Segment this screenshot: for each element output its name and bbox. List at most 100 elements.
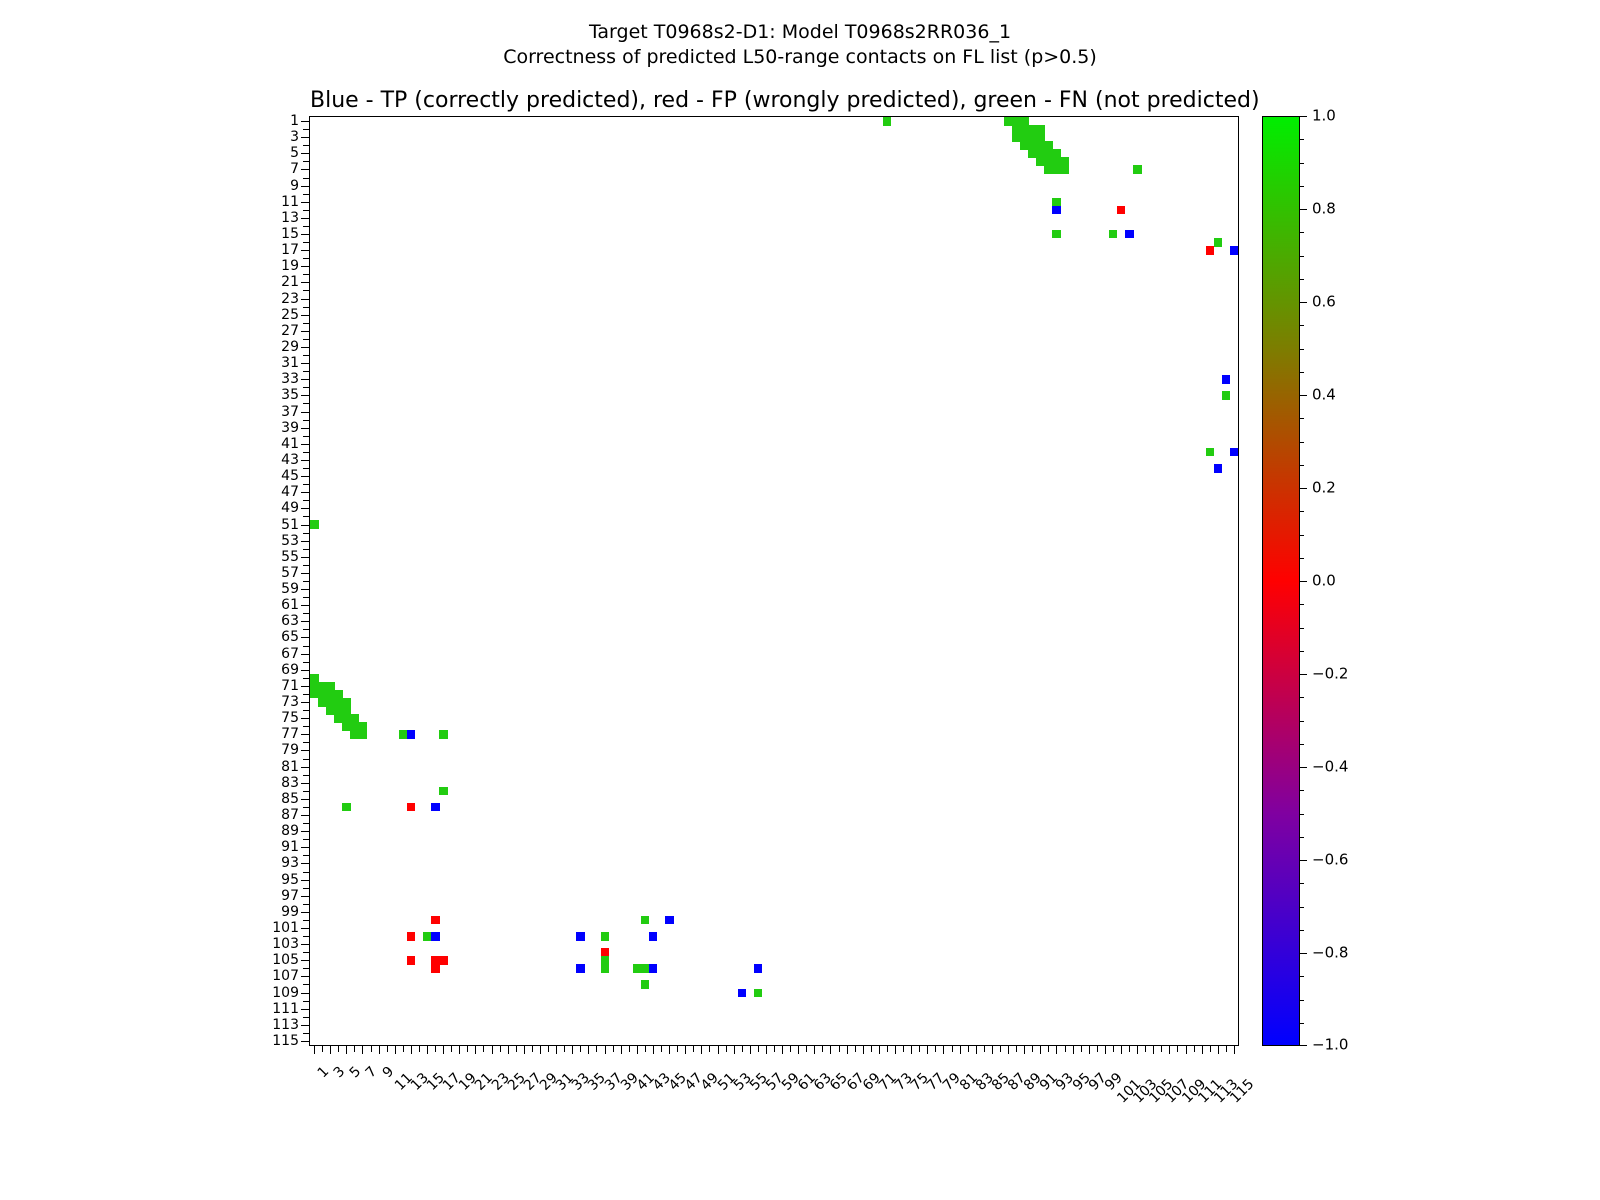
- contact-cell: [350, 730, 359, 739]
- x-axis-tick: [1161, 1045, 1163, 1052]
- y-axis-tick: [301, 346, 310, 348]
- y-axis-tick: [301, 734, 310, 736]
- colorbar-minor-tick: [1300, 534, 1304, 536]
- y-axis-label: 47: [281, 484, 299, 501]
- y-axis-label: 103: [272, 936, 299, 953]
- y-axis-label: 71: [281, 677, 299, 694]
- y-axis-tick: [301, 234, 310, 235]
- contact-cell: [1036, 125, 1045, 134]
- contact-cell: [422, 932, 432, 941]
- x-axis-tick: [435, 1045, 437, 1052]
- contact-cell: [753, 964, 763, 973]
- y-axis-tick: [301, 895, 310, 897]
- x-axis-tick: [1016, 1045, 1018, 1052]
- y-axis-label: 109: [272, 984, 299, 1001]
- chart-title-line-2: Correctness of predicted L50-range conta…: [503, 46, 1097, 68]
- colorbar-minor-tick: [1300, 395, 1304, 396]
- contact-cell: [334, 689, 343, 699]
- contact-cell: [310, 520, 319, 529]
- y-axis-label: 111: [272, 1000, 299, 1017]
- x-axis-tick: [959, 1045, 961, 1054]
- x-axis-tick: [951, 1045, 953, 1052]
- colorbar-tick-label: 0.6: [1312, 292, 1336, 311]
- x-axis-tick: [927, 1045, 929, 1054]
- contact-cell: [1125, 229, 1134, 239]
- y-axis-tick: [301, 266, 310, 268]
- x-axis-tick: [903, 1045, 905, 1052]
- colorbar-minor-tick: [1300, 650, 1304, 652]
- x-axis-tick: [652, 1045, 654, 1054]
- y-axis-tick: [303, 338, 310, 340]
- colorbar-minor-tick: [1300, 511, 1304, 513]
- y-axis-label: 15: [281, 226, 299, 242]
- x-axis-tick: [402, 1045, 404, 1052]
- x-axis-tick: [919, 1045, 921, 1052]
- y-axis-tick: [301, 782, 310, 784]
- y-axis-label: 3: [290, 129, 299, 146]
- y-axis-tick: [303, 242, 310, 244]
- contact-cell: [1036, 157, 1045, 166]
- x-axis-tick: [483, 1045, 485, 1052]
- x-axis-tick: [717, 1045, 719, 1054]
- y-axis-tick: [303, 968, 310, 970]
- x-axis-tick: [644, 1045, 646, 1052]
- y-axis-tick: [303, 484, 310, 486]
- x-axis-label: 1: [314, 1063, 333, 1082]
- x-axis-tick: [338, 1045, 340, 1052]
- contact-cell: [439, 786, 448, 796]
- x-axis-tick: [588, 1045, 590, 1054]
- x-axis-tick: [443, 1045, 445, 1054]
- colorbar-minor-tick: [1300, 697, 1304, 699]
- y-axis-label: 83: [281, 774, 299, 791]
- y-axis-tick: [303, 403, 310, 405]
- y-axis-tick: [301, 540, 310, 542]
- y-axis-label: 93: [281, 855, 299, 872]
- colorbar-minor-tick: [1300, 604, 1304, 606]
- x-axis-tick: [895, 1045, 897, 1054]
- y-axis-label: 19: [281, 258, 299, 275]
- colorbar-tick-label: 0.4: [1312, 385, 1336, 404]
- x-axis-tick: [378, 1045, 380, 1054]
- contact-cell: [640, 964, 650, 973]
- y-axis-tick: [301, 137, 310, 139]
- y-axis-label: 97: [281, 887, 299, 904]
- y-axis-tick: [301, 443, 310, 445]
- x-axis-tick: [418, 1045, 420, 1052]
- y-axis-tick: [303, 887, 310, 889]
- y-axis-tick: [303, 677, 310, 679]
- x-axis-tick: [774, 1045, 775, 1052]
- contact-cell: [1044, 165, 1053, 174]
- contact-cell: [1052, 205, 1061, 215]
- y-axis-tick: [303, 645, 310, 647]
- y-axis-tick: [303, 145, 310, 147]
- x-axis-tick: [330, 1045, 332, 1054]
- contact-cell: [406, 956, 416, 965]
- y-axis-label: 65: [281, 629, 299, 646]
- colorbar-minor-tick: [1300, 836, 1304, 838]
- y-axis-tick: [303, 532, 310, 534]
- colorbar-tick-label: 0.2: [1312, 478, 1336, 497]
- chart-title-line-1: Target T0968s2-D1: Model T0968s2RR036_1: [588, 21, 1012, 43]
- y-axis-tick: [301, 702, 310, 704]
- x-axis-tick: [935, 1045, 937, 1052]
- x-axis-tick: [491, 1045, 493, 1054]
- y-axis-tick: [303, 629, 310, 631]
- contact-cell: [1012, 117, 1021, 126]
- contact-cell: [1028, 133, 1037, 142]
- x-axis-tick: [1193, 1045, 1195, 1052]
- x-axis-tick: [943, 1045, 945, 1054]
- y-axis-tick: [303, 1032, 310, 1034]
- contact-cell: [326, 698, 335, 707]
- y-axis-label: 87: [281, 807, 299, 824]
- y-axis-label: 59: [281, 581, 299, 598]
- colorbar-tick-label: 1.0: [1312, 106, 1336, 125]
- y-axis-label: 61: [281, 597, 299, 614]
- x-axis-tick: [564, 1045, 566, 1052]
- x-axis-tick: [798, 1045, 800, 1054]
- y-axis-tick: [301, 1008, 310, 1010]
- y-axis-tick: [303, 371, 310, 373]
- x-axis-tick: [548, 1045, 550, 1052]
- x-axis-tick: [854, 1045, 856, 1052]
- contact-cell: [665, 915, 674, 925]
- x-axis-tick: [1080, 1045, 1082, 1052]
